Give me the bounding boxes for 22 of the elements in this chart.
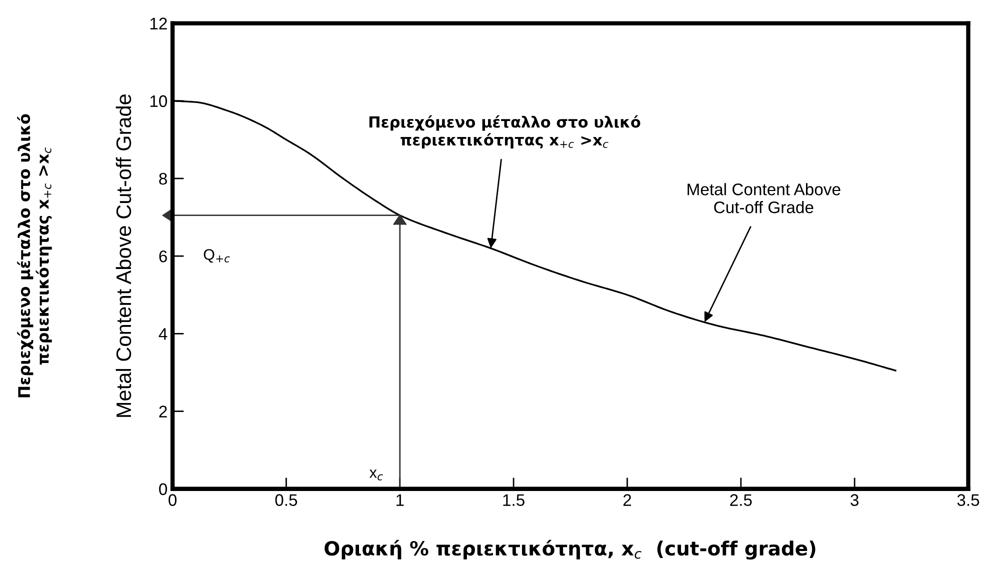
text: Περιεχόμενο μέταλλο στο υλικό περιεκτικότητας x$_{+c}$ >x$_{c}$ — [17, 114, 52, 398]
ref-line-label: x$_{c}$ — [370, 470, 383, 480]
x-tick-label: 1.5 — [503, 494, 524, 506]
y-tick-label: 4 — [158, 328, 168, 340]
x-tick-label: 1 — [396, 494, 404, 506]
x-tick-label: 0 — [168, 494, 177, 506]
annotation: Metal Content Above Cut-off Grade — [688, 183, 840, 214]
y-tick-label: 6 — [159, 250, 167, 262]
y-axis-title: Metal Content Above Cut-off Grade — [116, 94, 132, 417]
y-tick-label: 10 — [150, 95, 168, 108]
ref-line-label: Q$_{+c}$ — [204, 249, 230, 263]
x-tick-label: 2 — [623, 494, 632, 506]
x-tick-label: 2.5 — [730, 494, 752, 506]
y-tick-label: 0 — [159, 483, 168, 496]
x-tick-label: 3.5 — [957, 494, 980, 506]
x-axis-title: Οριακή % περιεκτικότητα, x$_{c}$ (cut-off grade) — [324, 540, 816, 560]
y-tick-label: 12 — [150, 18, 167, 30]
y-tick-label: 2 — [159, 406, 167, 418]
annotation: Περιεχόμενο μέταλλο στο υλικό περιεκτικότητας x$_{+c}$ >x$_{c}$ — [369, 115, 640, 149]
x-tick-label: 3 — [850, 494, 858, 506]
x-tick-label: 0.5 — [275, 494, 298, 506]
y-tick-label: 8 — [159, 172, 167, 185]
